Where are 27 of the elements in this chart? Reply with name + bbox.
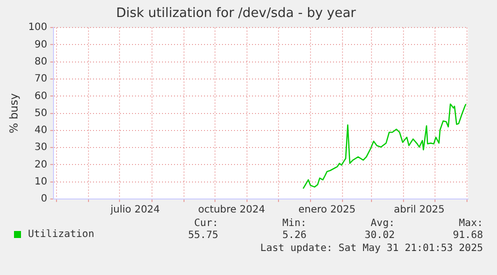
y-tick-label: 10	[34, 176, 48, 188]
legend-label: Utilization	[28, 229, 94, 240]
y-tick-label: 70	[34, 74, 48, 85]
x-tick-label: enero 2025	[298, 204, 356, 216]
y-tick-label: 30	[34, 142, 48, 154]
text: 30.02	[364, 230, 395, 241]
text: Max:	[458, 218, 483, 229]
x-tick-label: octubre 2024	[198, 204, 266, 216]
text: Min:	[281, 218, 306, 229]
y-tick-label: 80	[34, 56, 48, 68]
text: 5.26	[281, 230, 306, 241]
y-tick-label: 90	[34, 39, 48, 50]
y-tick-label: 40	[34, 125, 48, 136]
y-tick-label: 20	[34, 159, 48, 170]
y-tick-label: 100	[28, 22, 48, 34]
text: Last update: Sat May 31 21:01:53 2025	[260, 243, 483, 254]
y-tick-label: 60	[34, 90, 48, 102]
x-tick-label: abril 2025	[394, 204, 445, 216]
x-tick-label: julio 2024	[109, 204, 160, 216]
text: Cur:	[193, 218, 218, 229]
text: 91.68	[452, 230, 483, 241]
y-axis-title: % busy	[7, 92, 20, 134]
chart-title: Disk utilization for /dev/sda - by year	[116, 6, 357, 22]
text: Avg:	[370, 218, 395, 229]
text: 55.75	[187, 230, 218, 241]
y-tick-label: 50	[34, 108, 48, 119]
y-tick-label: 0	[40, 194, 48, 205]
